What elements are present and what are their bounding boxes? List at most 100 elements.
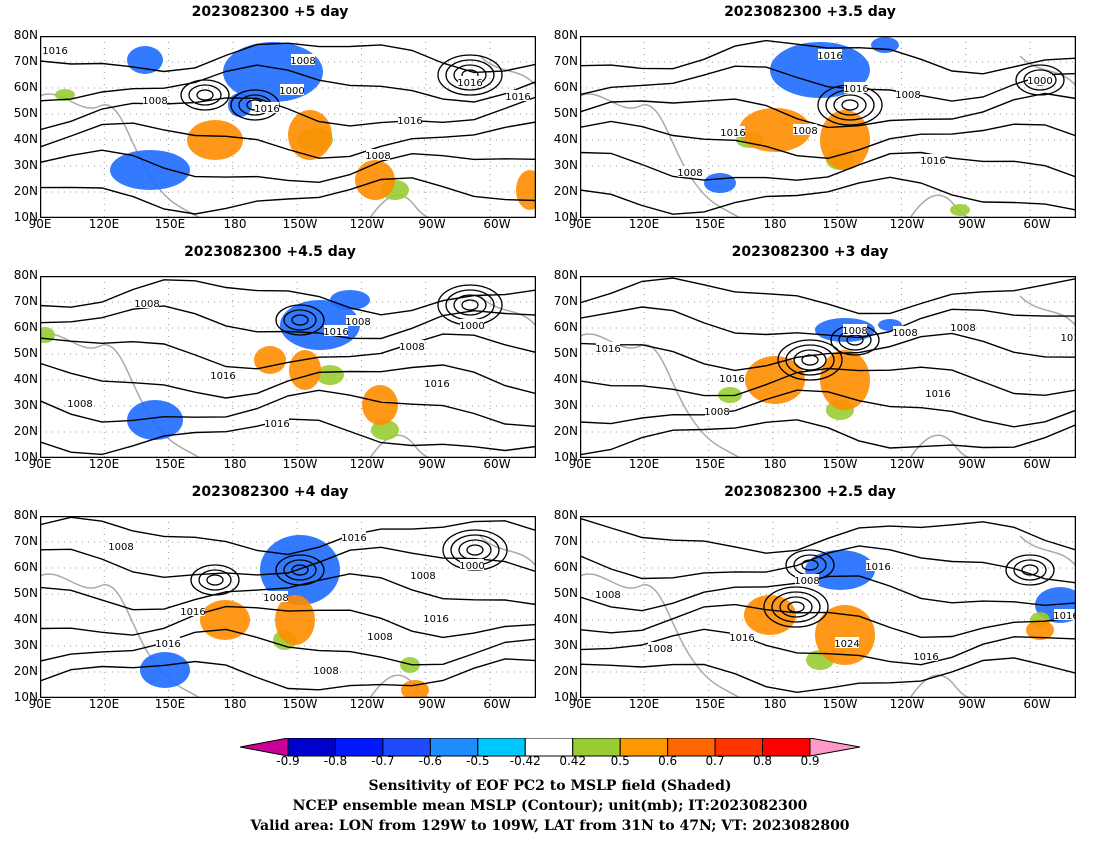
pressure-center-contour <box>180 79 230 111</box>
contour-label-bg <box>109 540 133 551</box>
lon-tick-label: 90W <box>418 217 446 231</box>
lat-tick-label: 70N <box>13 54 38 68</box>
isobar-contour <box>40 64 536 103</box>
lat-tick-label: 40N <box>13 372 38 386</box>
contour-label-bg <box>400 340 424 351</box>
lon-tick-label: 90E <box>28 457 52 471</box>
lon-tick-label: 120E <box>628 457 660 471</box>
contour-label-bg <box>143 94 167 105</box>
lon-tick-label: 180 <box>763 697 787 711</box>
lat-tick-label: 80N <box>13 28 38 42</box>
positive-sensitivity-area <box>371 420 399 440</box>
colorbar-tick-label: 0.6 <box>658 754 678 768</box>
caption-line-3: Valid area: LON from 129W to 109W, LAT f… <box>250 818 850 834</box>
pressure-center-contour <box>1021 564 1039 576</box>
lon-tick-label: 90W <box>958 217 986 231</box>
contour-label: 1016 <box>323 327 348 338</box>
contour-label: 1016 <box>457 78 482 89</box>
lon-tick-label: 150E <box>694 697 726 711</box>
isobar-contour <box>40 305 536 340</box>
pressure-center-contour <box>291 314 309 326</box>
negative-sensitivity-area <box>805 550 875 590</box>
contour-label-bg <box>914 650 938 661</box>
lon-tick-label: 150W <box>282 457 318 471</box>
contour-label-bg <box>324 325 348 336</box>
lat-tick-label: 20N <box>13 184 38 198</box>
contour-label: 1016 <box>843 84 868 95</box>
pressure-center-contour <box>1015 64 1065 96</box>
pressure-center-contour <box>453 294 487 316</box>
pressure-center-contour <box>763 586 829 628</box>
contour-label: 1000 <box>459 561 484 572</box>
contour-label-bg <box>458 76 482 87</box>
map-plot: 1016 1000 1016 1008 1008 1016 1008 1016 <box>580 36 1076 218</box>
lat-tick-label: 50N <box>13 586 38 600</box>
lat-tick-label: 30N <box>13 398 38 412</box>
isobar-contour <box>40 362 536 399</box>
pressure-center-contour <box>275 554 325 586</box>
contour-label-bg <box>425 377 449 388</box>
contour-label-bg <box>255 102 279 113</box>
pressure-center-contour <box>779 596 813 618</box>
contour-label-bg <box>720 372 744 383</box>
lon-tick-label: 150E <box>694 217 726 231</box>
contour-label: 1008 <box>842 326 867 337</box>
lon-tick-label: 180 <box>763 457 787 471</box>
contour-label-bg <box>795 574 819 585</box>
lat-tick-label: 70N <box>553 534 578 548</box>
contour-label: 1016 <box>42 46 67 57</box>
isobar-contour <box>580 277 1076 315</box>
isobar-contour <box>580 92 1076 129</box>
lon-tick-label: 90W <box>958 457 986 471</box>
pressure-center-contour <box>198 569 232 591</box>
pressure-center-contour <box>785 344 835 376</box>
colorbar-tick-label: 0.8 <box>752 754 773 768</box>
lat-tick-label: 80N <box>553 268 578 282</box>
contour-label: 1016 <box>397 116 422 127</box>
isobar-contour <box>40 605 536 639</box>
lat-tick-label: 80N <box>553 508 578 522</box>
contour-label-bg <box>596 342 620 353</box>
isobar-contour <box>580 517 1076 554</box>
lat-tick-label: 80N <box>13 268 38 282</box>
isobar-contour <box>580 39 1076 75</box>
isobar-contour <box>40 149 536 184</box>
positive-sensitivity-area <box>362 385 398 425</box>
contour-label-bg <box>793 124 817 135</box>
panel-title: 2023082300 +3 day <box>731 244 889 260</box>
contour-label: 1000 <box>1027 76 1052 87</box>
isobar-contour <box>580 603 1076 639</box>
lat-tick-label: 50N <box>553 106 578 120</box>
panel-title: 2023082300 +2.5 day <box>724 484 896 500</box>
contour-label: 1016 <box>155 639 180 650</box>
contour-label-bg <box>843 324 867 335</box>
lat-tick-label: 40N <box>553 612 578 626</box>
lon-tick-label: 90E <box>568 697 592 711</box>
contour-label: 1008 <box>365 151 390 162</box>
contour-label-bg <box>280 84 304 95</box>
contour-label: 1008 <box>108 542 133 553</box>
lon-tick-label: 180 <box>223 697 247 711</box>
contour-label-bg <box>844 82 868 93</box>
contour-label: 1000 <box>459 321 484 332</box>
contour-label-bg <box>398 114 422 125</box>
contour-label-bg <box>835 637 859 648</box>
contour-label: 1008 <box>367 632 392 643</box>
lat-tick-label: 50N <box>553 346 578 360</box>
panel-title: 2023082300 +4.5 day <box>184 244 356 260</box>
contour-label: 1016 <box>264 419 289 430</box>
contour-label-bg <box>411 569 435 580</box>
lat-tick-label: 60N <box>13 80 38 94</box>
panel-plus2-5: 2023082300 +2.5 day 1016 1008 1008 1016 1024 1… <box>540 484 1080 724</box>
colorbar-tick-label: 0.7 <box>705 754 725 768</box>
pressure-center-contour <box>1023 69 1057 91</box>
lat-tick-label: 20N <box>553 424 578 438</box>
contour-label-bg <box>648 642 672 653</box>
lon-tick-label: 90E <box>28 217 52 231</box>
map-frame <box>580 276 1076 458</box>
isobar-contour <box>580 419 1076 456</box>
lon-tick-label: 60W <box>483 217 511 231</box>
contour-label: 1016 <box>920 156 945 167</box>
contour-label-bg <box>896 88 920 99</box>
lon-tick-label: 120E <box>88 457 120 471</box>
